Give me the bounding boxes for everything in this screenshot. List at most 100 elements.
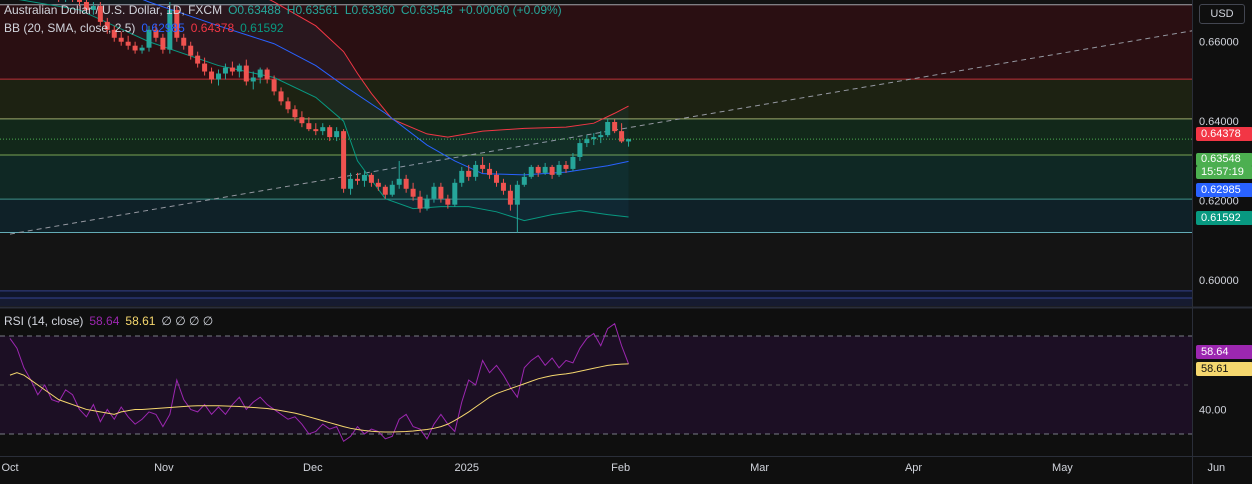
low-value: L0.63360 bbox=[344, 3, 395, 17]
candle-body bbox=[591, 137, 597, 140]
time-axis-label: 2025 bbox=[454, 462, 478, 474]
bb-upper-line bbox=[269, 0, 629, 138]
candle-body bbox=[90, 5, 96, 10]
candle-body bbox=[487, 168, 493, 175]
currency-button[interactable]: USD bbox=[1199, 4, 1245, 24]
candle-body bbox=[563, 164, 569, 169]
candle-body bbox=[271, 79, 277, 92]
bar-countdown: 15:57:19 bbox=[1196, 166, 1252, 179]
price-tick-label: 0.60000 bbox=[1199, 275, 1239, 287]
candle-body bbox=[556, 164, 562, 175]
bb-legend: BB (20, SMA, close, 2.5) 0.62985 0.64378 0.… bbox=[4, 21, 290, 35]
candle-body bbox=[570, 156, 576, 169]
bb-label[interactable]: BB (20, SMA, close, 2.5) bbox=[4, 21, 136, 35]
candle-body bbox=[278, 91, 284, 102]
candle-body bbox=[626, 139, 632, 142]
time-axis-label: Dec bbox=[303, 462, 323, 474]
candle-body bbox=[257, 69, 263, 78]
price-tick-label: 0.62000 bbox=[1199, 196, 1239, 208]
candle-body bbox=[118, 37, 124, 42]
candle-body bbox=[375, 182, 381, 187]
time-axis-label: Feb bbox=[611, 462, 630, 474]
candle-body bbox=[368, 174, 374, 183]
rsi-tick-label: 40.00 bbox=[1199, 404, 1227, 416]
candle-body bbox=[222, 67, 228, 74]
zone-top bbox=[0, 0, 1192, 5]
candle-body bbox=[473, 164, 479, 177]
rsi-extra-values: ∅ ∅ ∅ ∅ bbox=[161, 314, 214, 328]
symbol-header: Australian Dollar / U.S. Dollar, 1D, FXC… bbox=[4, 3, 568, 17]
rsi-pane bbox=[0, 322, 1192, 443]
close-price-tag: 0.63548 bbox=[1196, 153, 1252, 166]
candle-body bbox=[306, 123, 312, 130]
candle-body bbox=[77, 0, 82, 2]
trend-line bbox=[9, 30, 1192, 235]
candle-body bbox=[535, 166, 541, 173]
time-axis-label: Jun bbox=[1207, 462, 1225, 474]
candle-body bbox=[327, 127, 333, 138]
candle-body bbox=[521, 176, 527, 185]
candle-body bbox=[480, 164, 486, 169]
candle-body bbox=[104, 21, 110, 30]
candle-body bbox=[97, 5, 103, 22]
candle-body bbox=[417, 196, 423, 209]
high-value: H0.63561 bbox=[286, 3, 339, 17]
time-axis-label: May bbox=[1052, 462, 1073, 474]
candle-body bbox=[389, 184, 395, 195]
candle-body bbox=[160, 37, 166, 50]
candle-body bbox=[83, 1, 89, 10]
candle-body bbox=[216, 73, 221, 80]
candle-body bbox=[313, 129, 319, 132]
candle-body bbox=[125, 41, 131, 46]
change-value: +0.00060 (+0.09%) bbox=[458, 3, 562, 17]
zone-band bbox=[0, 199, 1192, 233]
zone-band bbox=[0, 118, 1192, 155]
candle-body bbox=[549, 166, 555, 175]
zone-bottom bbox=[0, 298, 1192, 306]
close-value: C0.63548 bbox=[400, 3, 453, 17]
candle-body bbox=[431, 186, 437, 199]
candle-body bbox=[292, 109, 298, 118]
rsi-ma-price-tag: 58.61 bbox=[1196, 362, 1252, 376]
candle-body bbox=[139, 47, 145, 51]
candle-body bbox=[202, 63, 208, 72]
bb-mid-value: 0.62985 bbox=[141, 21, 185, 35]
bb-lower-price-tag: 0.61592 bbox=[1196, 211, 1252, 225]
symbol-title[interactable]: Australian Dollar / U.S. Dollar, 1D, FXC… bbox=[4, 3, 223, 17]
candle-body bbox=[229, 67, 235, 72]
time-axis-label: Mar bbox=[750, 462, 769, 474]
candle-body bbox=[403, 178, 409, 189]
candle-body bbox=[542, 166, 548, 173]
rsi-ma-value: 58.61 bbox=[125, 314, 156, 328]
candle-body bbox=[188, 45, 194, 56]
candle-body bbox=[167, 9, 173, 50]
zone-band bbox=[0, 154, 1192, 200]
candle-body bbox=[514, 184, 520, 205]
candle-body bbox=[459, 170, 465, 183]
candle-body bbox=[264, 69, 270, 80]
time-axis-label: Apr bbox=[905, 462, 922, 474]
candle-body bbox=[577, 143, 583, 157]
candle-body bbox=[452, 182, 458, 205]
candle-body bbox=[341, 131, 347, 189]
candle-body bbox=[174, 9, 180, 38]
candle-body bbox=[181, 37, 187, 46]
rsi-label[interactable]: RSI (14, close) bbox=[4, 314, 84, 328]
candle-body bbox=[619, 131, 625, 142]
candle-body bbox=[361, 174, 367, 181]
bb-upper-value: 0.64378 bbox=[190, 21, 235, 35]
candle-body bbox=[348, 178, 354, 189]
candle-body bbox=[605, 122, 611, 136]
candle-body bbox=[355, 178, 360, 181]
candle-body bbox=[195, 55, 201, 64]
candle-body bbox=[528, 166, 534, 177]
candle-body bbox=[466, 170, 472, 177]
candle-body bbox=[236, 65, 242, 72]
bb-mid-price-tag: 0.62985 bbox=[1196, 183, 1252, 197]
candle-body bbox=[153, 29, 159, 38]
candle-body bbox=[396, 178, 402, 185]
candle-body bbox=[334, 131, 340, 138]
candle-body bbox=[500, 182, 506, 191]
bb-lower-value: 0.61592 bbox=[240, 21, 284, 35]
